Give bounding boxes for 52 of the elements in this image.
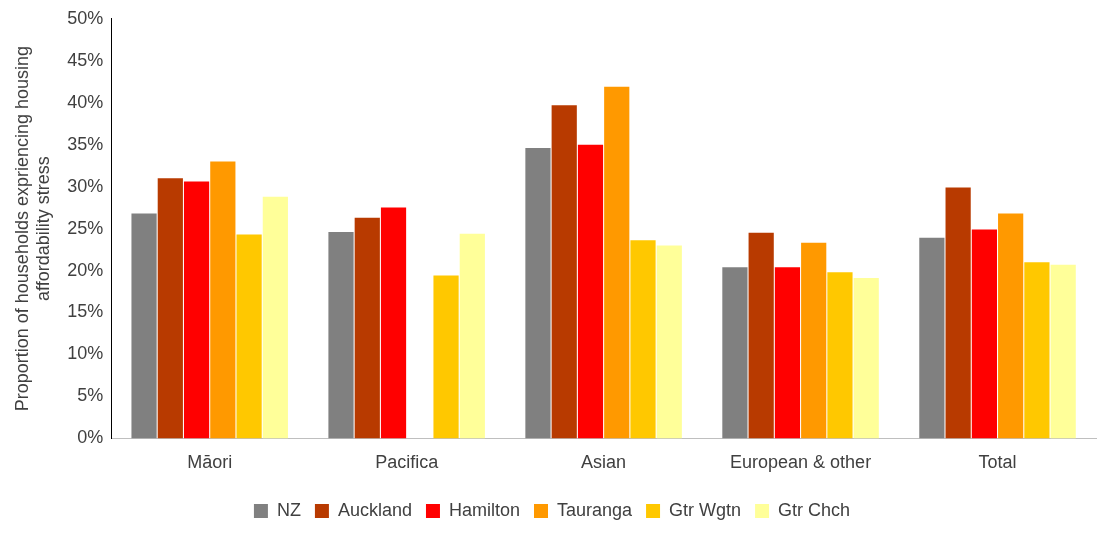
bar — [157, 178, 183, 439]
bar — [577, 144, 604, 439]
bar — [774, 267, 801, 439]
y-tick-label: 25% — [67, 217, 104, 238]
bar — [433, 275, 459, 439]
y-tick-label: 40% — [67, 91, 104, 112]
bar — [525, 148, 551, 439]
bar — [236, 234, 262, 439]
bar — [971, 229, 997, 439]
bar — [1050, 264, 1076, 439]
legend-label: Gtr Chch — [778, 499, 851, 520]
legend-label: Tauranga — [556, 499, 634, 520]
legend-label: Gtr Wgtn — [669, 499, 742, 520]
bar — [998, 213, 1024, 439]
x-tick-label: Asian — [581, 452, 627, 473]
x-tick-label: Pacifica — [375, 452, 440, 473]
y-tick-label: 5% — [77, 385, 104, 406]
x-tick-label: Māori — [187, 452, 233, 473]
x-tick-label: European & other — [730, 452, 872, 473]
y-tick-label: 45% — [67, 49, 104, 70]
bar — [1024, 262, 1050, 439]
bar — [853, 278, 879, 439]
y-tick-label: 30% — [67, 175, 104, 196]
legend-label: Auckland — [337, 499, 412, 520]
legend-label: NZ — [276, 499, 301, 520]
y-tick-label: 10% — [67, 343, 104, 364]
bar — [722, 267, 748, 439]
x-tick-label: Total — [978, 452, 1017, 473]
bar — [748, 232, 774, 439]
y-tick-label: 35% — [67, 133, 104, 154]
bar — [210, 161, 236, 439]
bar — [459, 233, 485, 439]
y-tick-label: 50% — [67, 7, 104, 28]
y-tick-label: 20% — [67, 259, 104, 280]
bar — [131, 213, 157, 439]
bar — [183, 181, 210, 439]
y-tick-label: 0% — [77, 427, 104, 448]
bar — [919, 237, 945, 439]
bar — [656, 245, 682, 439]
bar — [801, 242, 827, 439]
y-axis-title: Proportion of households expriencing housing affordability stress — [11, 45, 54, 412]
bar — [262, 196, 288, 439]
bar — [630, 240, 656, 439]
y-tick-label: 15% — [67, 301, 104, 322]
bar — [945, 187, 971, 439]
bar — [551, 105, 577, 439]
bar — [827, 272, 853, 439]
legend-label: Hamilton — [448, 499, 520, 520]
bar — [604, 86, 630, 439]
bar — [354, 217, 380, 439]
bar — [328, 231, 354, 439]
bar — [380, 207, 407, 439]
